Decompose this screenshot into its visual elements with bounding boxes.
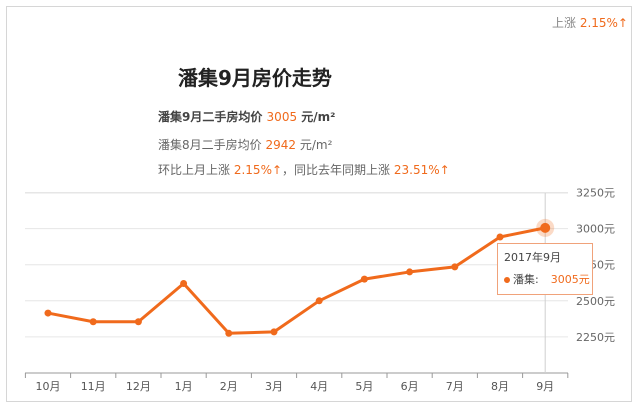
top-change-value: 2.15%↑ (579, 16, 628, 30)
chart-frame (6, 6, 632, 402)
data-point (315, 297, 323, 305)
x-tick-label: 7月 (446, 380, 464, 393)
page-title: 潘集9月房价走势 (178, 66, 332, 90)
change-summary-line: 环比上月上涨 2.15%↑，同比去年同期上涨 23.51%↑ (158, 161, 450, 178)
tooltip-series-dot (504, 277, 510, 283)
x-tick-label: 1月 (175, 380, 193, 393)
x-tick-label: 3月 (265, 380, 283, 393)
x-tick-label: 2月 (220, 380, 238, 393)
previous-price-line: 潘集8月二手房均价 2942 元/m² (158, 136, 332, 153)
previous-price-value: 2942 (265, 138, 297, 152)
current-price-unit: 元/m² (301, 110, 336, 124)
data-point (270, 328, 278, 336)
top-change-label: 上涨 (551, 16, 576, 30)
data-point (180, 279, 188, 287)
top-change-indicator: 上涨 2.15%↑ (552, 14, 628, 31)
y-tick-label: 3250元 (576, 187, 615, 200)
x-tick-label: 11月 (81, 380, 106, 393)
tooltip-series-name: 潘集: (513, 273, 539, 286)
data-point (89, 318, 97, 326)
mom-label: 环比上月上涨 (158, 163, 231, 177)
x-tick-label: 6月 (401, 380, 419, 393)
data-point (496, 233, 504, 241)
data-point (451, 263, 459, 271)
yoy-label: ，同比去年同期上涨 (282, 163, 391, 177)
y-tick-label: 3000元 (576, 223, 615, 236)
current-price-line: 潘集9月二手房均价 3005 元/m² (158, 108, 335, 125)
tooltip-row: 潘集: 3005元 (504, 271, 590, 287)
current-price-label: 潘集9月二手房均价 (158, 110, 263, 124)
x-tick-label: 4月 (310, 380, 328, 393)
x-tick-label: 5月 (355, 380, 373, 393)
x-tick-label: 12月 (126, 380, 151, 393)
current-price-value: 3005 (266, 110, 298, 124)
x-tick-label: 9月 (536, 380, 554, 393)
x-tick-label: 10月 (36, 380, 61, 393)
data-point (225, 329, 233, 337)
previous-price-unit: 元/m² (299, 138, 333, 152)
previous-price-label: 潘集8月二手房均价 (158, 138, 262, 152)
tooltip-value: 3005元 (550, 273, 590, 286)
data-point (134, 318, 142, 326)
tooltip-date: 2017年9月 (504, 251, 561, 264)
data-point (44, 309, 52, 317)
highlight-point (540, 222, 551, 233)
chart-tooltip: 2017年9月 潘集: 3005元 (497, 243, 593, 295)
x-tick-label: 8月 (491, 380, 509, 393)
y-tick-label: 2250元 (576, 331, 615, 344)
yoy-value: 23.51%↑ (393, 163, 450, 177)
data-point (360, 275, 368, 283)
mom-value: 2.15%↑ (233, 163, 283, 177)
data-point (406, 268, 414, 276)
series-line (47, 226, 546, 335)
y-tick-label: 2500元 (576, 295, 615, 308)
